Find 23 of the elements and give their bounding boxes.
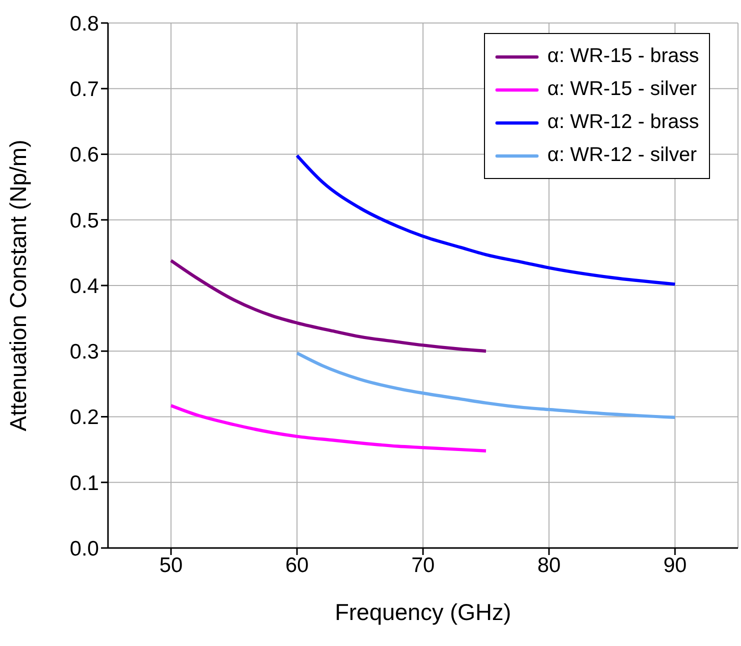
y-axis-title: Attenuation Constant (Np/m) <box>5 140 32 432</box>
x-tick-label: 50 <box>159 554 183 577</box>
x-tick-label: 80 <box>537 554 561 577</box>
y-tick-label: 0.6 <box>70 144 99 167</box>
y-tick-label: 0.0 <box>70 537 99 560</box>
y-tick-label: 0.5 <box>70 209 99 232</box>
y-tick-label: 0.2 <box>70 406 99 430</box>
x-tick-label: 90 <box>663 554 687 577</box>
legend-label: α: WR-12 - brass <box>547 110 699 135</box>
y-tick-label: 0.4 <box>70 274 100 298</box>
x-tick-label: 70 <box>411 554 435 577</box>
y-tick-label: 0.7 <box>70 78 99 102</box>
line-series <box>295 351 677 420</box>
y-tick-label: 0.8 <box>70 12 99 36</box>
x-axis-title: Frequency (GHz) <box>334 599 512 625</box>
y-tick-label: 0.3 <box>70 340 99 364</box>
legend-label: α: WR-12 - silver <box>547 143 697 168</box>
y-tick-label: 0.1 <box>70 472 99 495</box>
line-series <box>169 258 488 353</box>
legend-label: α: WR-15 - brass <box>547 44 699 69</box>
x-tick-label: 60 <box>285 554 309 577</box>
legend-label: α: WR-15 - silver <box>547 77 697 102</box>
line-series <box>169 404 488 452</box>
